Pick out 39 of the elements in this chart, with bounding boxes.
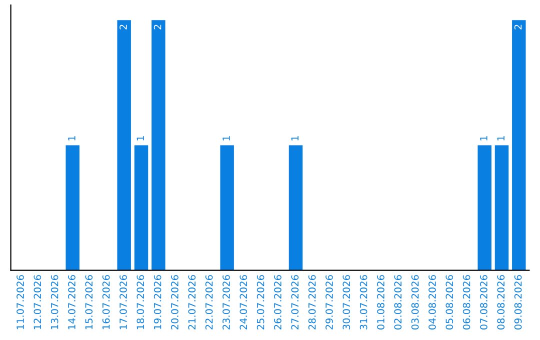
x-tick-label: 05.08.2026 [446, 275, 454, 330]
x-tick-label: 22.07.2026 [205, 275, 213, 330]
x-tick-label: 01.08.2026 [377, 275, 384, 330]
x-tick-label: 31.07.2026 [360, 275, 368, 330]
x-tick-label: 29.07.2026 [326, 275, 333, 330]
data-label: 2 [120, 24, 127, 30]
x-tick-label: 11.07.2026 [16, 275, 24, 330]
x-tick-label: 18.07.2026 [136, 275, 144, 330]
x-tick-label: 24.07.2026 [240, 275, 248, 330]
x-tick-label: 12.07.2026 [34, 275, 42, 330]
x-tick-label: 19.07.2026 [154, 275, 162, 330]
x-tick-label: 16.07.2026 [102, 275, 110, 330]
x-tick-label: 21.07.2026 [188, 275, 196, 330]
data-label: 2 [154, 24, 162, 30]
x-tick-label: 20.07.2026 [171, 275, 178, 330]
data-label: 1 [222, 136, 230, 140]
x-tick-label: 17.07.2026 [120, 275, 127, 330]
data-label: 2 [514, 24, 522, 30]
data-label: 1 [136, 136, 144, 140]
x-tick-label: 06.08.2026 [462, 275, 470, 330]
x-tick-label: 25.07.2026 [256, 275, 264, 330]
x-tick-label: 09.08.2026 [514, 275, 522, 330]
x-tick-label: 26.07.2026 [274, 275, 282, 330]
data-label: 1 [291, 136, 298, 140]
x-tick-label: 13.07.2026 [50, 275, 58, 330]
x-tick-label: 23.07.2026 [222, 275, 230, 330]
x-tick-label: 07.08.2026 [480, 275, 488, 330]
x-tick-label: 08.08.2026 [497, 275, 505, 330]
x-tick-label: 04.08.2026 [428, 275, 436, 330]
data-label: 1 [497, 136, 504, 140]
x-tick-label: 28.07.2026 [308, 275, 316, 330]
data-label: 1 [480, 136, 488, 140]
x-tick-label: 30.07.2026 [342, 275, 350, 330]
x-tick-label: 27.07.2026 [291, 275, 299, 330]
x-tick-label: 03.08.2026 [411, 275, 419, 330]
x-tick-label: 02.08.2026 [394, 275, 402, 330]
x-tick-label: 15.07.2026 [85, 275, 93, 330]
x-tick-label: 14.07.2026 [68, 275, 76, 330]
data-label: 1 [68, 136, 76, 140]
